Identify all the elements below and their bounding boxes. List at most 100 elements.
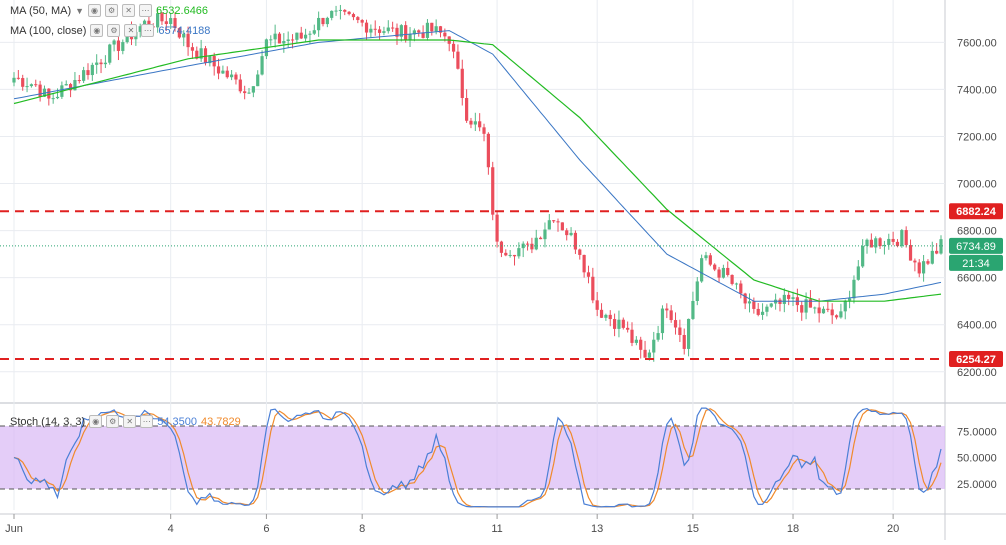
candle-body xyxy=(665,308,669,311)
candle-body xyxy=(891,238,895,242)
candle xyxy=(478,113,482,132)
close-icon[interactable]: ✕ xyxy=(123,415,137,428)
candle xyxy=(269,35,273,46)
candle xyxy=(238,74,242,94)
candle-body xyxy=(817,307,821,314)
candle-body xyxy=(848,298,852,301)
candle-body xyxy=(530,243,534,250)
candle xyxy=(377,26,382,40)
more-icon[interactable]: ⋯ xyxy=(140,415,154,428)
candle-body xyxy=(373,28,377,30)
candle-body xyxy=(38,84,42,97)
candle xyxy=(16,69,20,80)
candle-body xyxy=(277,33,282,44)
candle-body xyxy=(639,339,643,350)
ma50-label: MA (50, MA) xyxy=(10,4,72,17)
candle-body xyxy=(186,33,190,48)
close-icon[interactable]: ✕ xyxy=(122,4,136,17)
candle-body xyxy=(260,56,264,75)
candle xyxy=(108,43,112,65)
candle-body xyxy=(830,309,834,316)
candle xyxy=(848,290,852,309)
stoch-d-value: 43.7829 xyxy=(200,415,241,428)
close-icon[interactable]: ✕ xyxy=(124,24,138,37)
candle xyxy=(543,222,547,248)
candle xyxy=(547,214,551,230)
candle xyxy=(756,302,760,317)
ma50-value: 6532.6466 xyxy=(156,4,209,17)
eye-icon[interactable]: ◉ xyxy=(89,415,103,428)
candle xyxy=(482,123,486,142)
candle xyxy=(604,313,608,321)
candle-body xyxy=(55,96,60,99)
stoch-tick-label: 75.0000 xyxy=(957,426,997,438)
candle-body xyxy=(456,51,460,69)
candle xyxy=(939,235,943,255)
candle xyxy=(295,32,299,43)
candle-body xyxy=(856,266,860,280)
candle-body xyxy=(473,121,477,125)
candle xyxy=(364,19,369,41)
candle-body xyxy=(939,239,943,254)
candle-body xyxy=(90,64,94,76)
candle xyxy=(312,24,316,36)
ma50-line xyxy=(13,39,942,302)
candle xyxy=(356,16,360,24)
candle-body xyxy=(612,319,617,329)
candle-body xyxy=(839,311,843,318)
candle-body xyxy=(647,352,652,358)
candle-body xyxy=(935,250,939,254)
settings-icon[interactable]: ⚙ xyxy=(105,4,119,17)
legend-stoch[interactable]: Stoch (14, 3, 3) ◉ ⚙ ✕ ⋯ 54.3500 43.7829 xyxy=(10,415,241,428)
eye-icon[interactable]: ◉ xyxy=(90,24,104,37)
level-price-tag xyxy=(949,203,1003,220)
candle-body xyxy=(225,70,229,78)
level-price-label: 6254.27 xyxy=(956,354,996,366)
legend-ma100[interactable]: MA (100, close) ◉ ⚙ ✕ ⋯ 6574.4188 xyxy=(10,24,210,37)
candle-body xyxy=(726,267,730,275)
more-icon[interactable]: ⋯ xyxy=(139,4,153,17)
time-tick-label: 8 xyxy=(359,523,365,535)
settings-icon[interactable]: ⚙ xyxy=(106,415,120,428)
candle xyxy=(586,265,591,284)
candle xyxy=(539,236,543,240)
candle xyxy=(360,19,364,27)
candle-body xyxy=(673,320,678,328)
candle-body xyxy=(169,18,173,25)
eye-icon[interactable]: ◉ xyxy=(88,4,102,17)
settings-icon[interactable]: ⚙ xyxy=(107,24,121,37)
candle-body xyxy=(504,252,508,256)
candle xyxy=(878,237,882,249)
candle xyxy=(921,254,926,282)
candle-body xyxy=(787,294,791,299)
candle xyxy=(208,55,212,67)
candle-body xyxy=(182,33,186,38)
candle xyxy=(51,93,55,104)
candle xyxy=(843,299,847,320)
candle xyxy=(303,28,308,42)
candle-body xyxy=(508,254,512,256)
candle-body xyxy=(234,74,238,80)
more-icon[interactable]: ⋯ xyxy=(141,24,155,37)
candle-body xyxy=(591,276,595,301)
stoch-k-value: 54.3500 xyxy=(157,415,197,428)
candle xyxy=(917,259,921,278)
candle-body xyxy=(852,279,856,299)
candle-body xyxy=(95,62,99,65)
time-tick-label: 15 xyxy=(687,523,699,535)
candle xyxy=(156,7,160,33)
candle xyxy=(430,22,434,36)
price-tick-label: 6600.00 xyxy=(957,273,997,285)
candle xyxy=(752,297,756,314)
candle xyxy=(874,236,878,254)
chevron-down-icon[interactable]: ▼ xyxy=(75,5,85,16)
legend-ma50[interactable]: MA (50, MA) ▼ ◉ ⚙ ✕ ⋯ 6532.6466 xyxy=(10,4,208,17)
candle xyxy=(669,305,673,323)
candle xyxy=(612,313,617,337)
candle xyxy=(469,117,473,129)
candle xyxy=(243,85,247,100)
price-tick-label: 7000.00 xyxy=(957,179,997,191)
candle xyxy=(512,254,517,266)
